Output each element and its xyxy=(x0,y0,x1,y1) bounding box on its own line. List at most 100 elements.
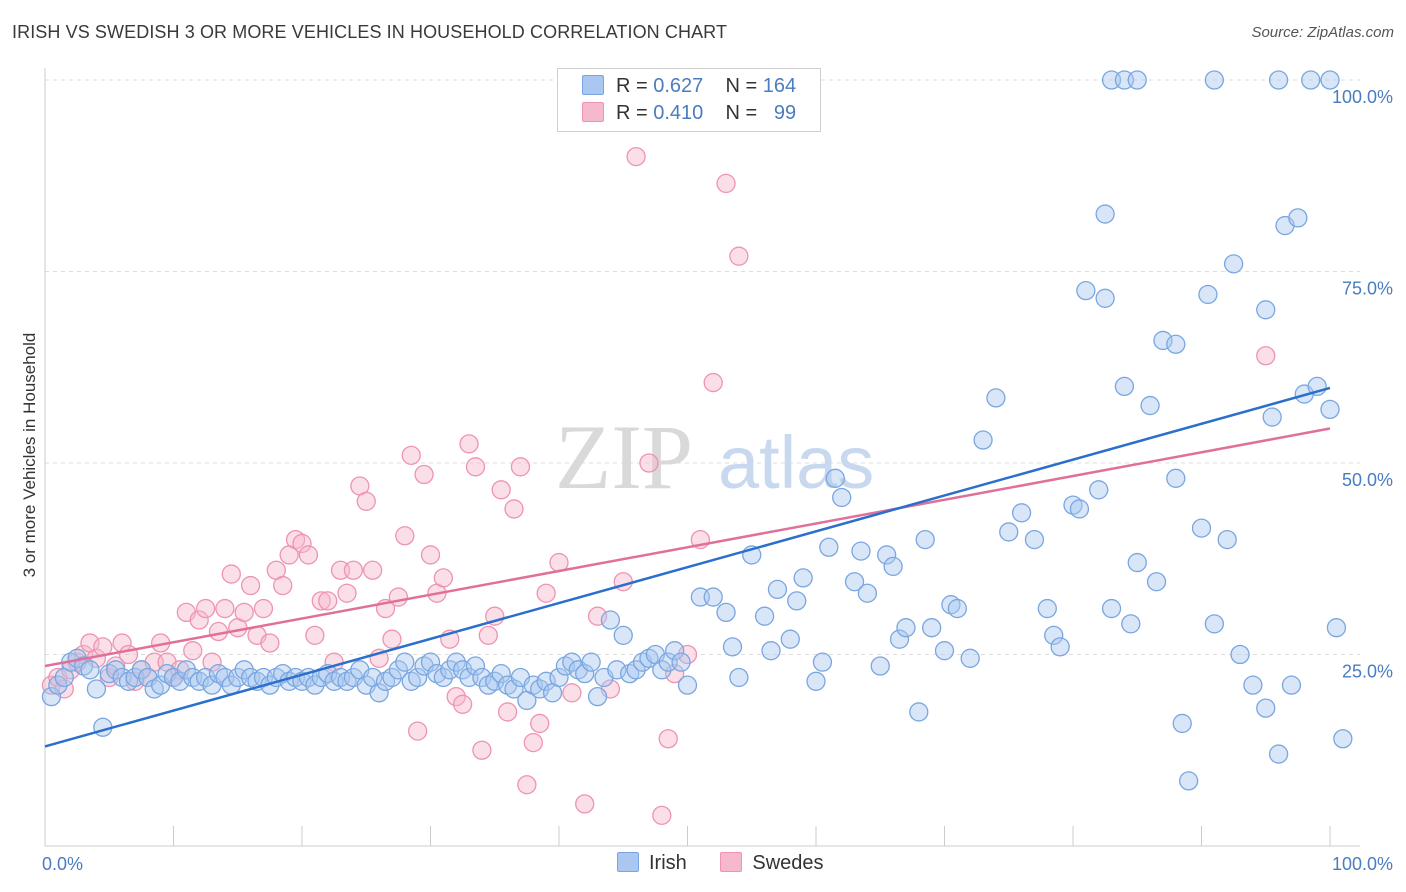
swedes-point-68 xyxy=(478,625,498,645)
tick-labels: 25.0% 50.0% 75.0% 100.0% 0.0% 100.0% xyxy=(42,87,1393,874)
series-swatch-irish xyxy=(617,852,639,872)
irish-point-81 xyxy=(562,652,582,672)
irish-point-116 xyxy=(832,487,852,508)
swedes-point-55 xyxy=(395,526,415,546)
irish-point-153 xyxy=(1172,713,1192,734)
swedes-point-39 xyxy=(292,533,312,554)
y-tick-label-3: 100.0% xyxy=(1332,87,1393,107)
irish-point-160 xyxy=(1230,644,1250,665)
irish-point-149 xyxy=(1140,395,1160,416)
irish-point-61 xyxy=(433,667,454,688)
irish-point-120 xyxy=(870,656,890,676)
irish-point-162 xyxy=(1256,300,1276,320)
x-tick-label-min: 0.0% xyxy=(42,854,83,874)
irish-point-179 xyxy=(1256,698,1276,718)
irish-point-57 xyxy=(407,667,428,688)
irish-point-125 xyxy=(909,702,929,722)
irish-point-118 xyxy=(851,541,871,561)
irish-point-109 xyxy=(780,629,800,649)
irish-point-108 xyxy=(767,579,788,600)
irish-point-123 xyxy=(889,629,910,649)
irish-point-95 xyxy=(652,660,672,680)
irish-point-84 xyxy=(581,652,601,672)
swedes-point-53 xyxy=(382,629,402,649)
y-tick-label-0: 25.0% xyxy=(1342,662,1393,682)
irish-point-145 xyxy=(1101,598,1122,619)
irish-point-112 xyxy=(806,671,826,691)
irish-point-176 xyxy=(1095,204,1115,224)
irish-point-164 xyxy=(1268,744,1289,764)
irish-point-127 xyxy=(922,618,942,638)
irish-point-83 xyxy=(575,664,595,684)
irish-point-14 xyxy=(131,660,152,680)
irish-point-30 xyxy=(234,660,254,680)
irish-point-126 xyxy=(915,529,935,550)
swedes-point-59 xyxy=(420,545,441,565)
swedes-point-93 xyxy=(729,246,749,266)
irish-point-172 xyxy=(1333,729,1353,749)
swedes-point-64 xyxy=(452,694,473,714)
irish-point-54 xyxy=(388,660,409,680)
legend-row-irish: R = 0.627 N = 164 xyxy=(582,75,796,99)
irish-point-159 xyxy=(1223,254,1244,274)
irish-point-139 xyxy=(1050,637,1070,657)
swedes-point-63 xyxy=(446,686,466,707)
irish-point-97 xyxy=(665,641,685,661)
irish-point-177 xyxy=(1204,70,1224,90)
irish-point-119 xyxy=(857,583,878,603)
swedes-point-67 xyxy=(472,740,492,760)
swedes-point-36 xyxy=(273,575,293,596)
series-name-irish: Irish xyxy=(649,852,687,874)
irish-point-91 xyxy=(626,660,646,680)
irish-point-152 xyxy=(1166,468,1186,488)
irish-point-161 xyxy=(1243,675,1263,695)
legend-r-value-irish: 0.627 xyxy=(653,75,704,97)
swedes-points xyxy=(41,146,1276,826)
swedes-point-41 xyxy=(305,625,325,645)
swedes-point-79 xyxy=(562,683,582,703)
irish-point-41 xyxy=(305,675,325,695)
swedes-point-34 xyxy=(260,633,280,653)
swedes-point-85 xyxy=(639,453,659,473)
irish-point-87 xyxy=(600,610,621,630)
irish-point-121 xyxy=(877,545,897,565)
swedes-point-27 xyxy=(215,598,235,619)
irish-point-181 xyxy=(1301,70,1321,90)
irish-point-103 xyxy=(722,637,743,657)
irish-point-113 xyxy=(812,652,833,672)
irish-point-163 xyxy=(1262,407,1282,427)
irish-trend-line xyxy=(44,386,1331,748)
irish-point-59 xyxy=(420,652,441,672)
legend-r-label: R = xyxy=(616,75,648,97)
swedes-point-70 xyxy=(491,480,511,500)
irish-point-102 xyxy=(716,602,736,623)
irish-point-114 xyxy=(819,537,839,557)
chart-title: IRISH VS SWEDISH 3 OR MORE VEHICLES IN H… xyxy=(12,22,728,42)
swedes-point-72 xyxy=(504,499,524,519)
irish-point-180 xyxy=(1268,70,1289,90)
irish-point-124 xyxy=(896,618,916,638)
irish-points xyxy=(41,70,1353,791)
swedes-point-76 xyxy=(530,713,550,734)
irish-point-111 xyxy=(793,568,813,588)
irish-point-133 xyxy=(986,388,1006,408)
swedes-point-87 xyxy=(658,729,678,749)
swedes-point-84 xyxy=(626,146,646,167)
swedes-trend-line xyxy=(44,427,1331,668)
irish-point-158 xyxy=(1217,529,1237,550)
irish-point-155 xyxy=(1191,518,1212,538)
trend-lines xyxy=(44,386,1331,748)
irish-point-167 xyxy=(1288,208,1308,228)
irish-point-150 xyxy=(1146,572,1167,592)
legend-n-value-irish: 164 xyxy=(762,75,797,97)
irish-point-141 xyxy=(1069,499,1090,519)
watermark: ZIP atlas xyxy=(555,406,874,508)
series-legend-swedes: Swedes xyxy=(720,852,824,874)
irish-point-128 xyxy=(934,641,955,661)
irish-point-1 xyxy=(48,675,68,695)
irish-point-21 xyxy=(176,660,197,680)
irish-point-143 xyxy=(1089,480,1109,500)
irish-point-170 xyxy=(1320,399,1340,420)
legend-swatch-irish xyxy=(582,75,604,95)
swedes-point-74 xyxy=(517,775,537,795)
